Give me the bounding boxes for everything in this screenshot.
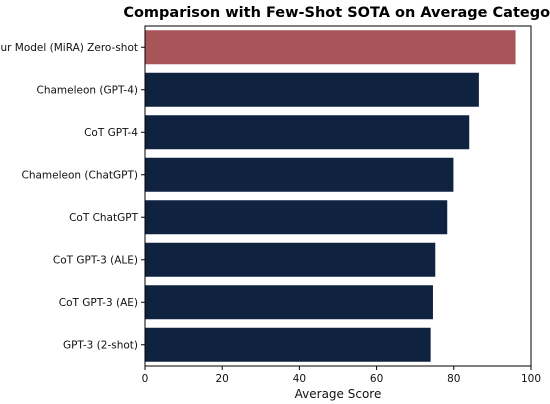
- x-ticks: 0 20 40 60 80 100: [142, 366, 541, 385]
- bar-5: [145, 242, 436, 277]
- x-tick-label: 100: [521, 373, 541, 385]
- y-tick-label: CoT ChatGPT: [69, 212, 139, 224]
- bar-2: [145, 115, 470, 150]
- y-tick-label: GPT-3 (2-shot): [63, 339, 138, 351]
- y-tick-label: Our Model (MiRA) Zero-shot: [0, 42, 138, 54]
- y-tick-label: Chameleon (ChatGPT): [21, 169, 138, 181]
- y-tick-labels: Our Model (MiRA) Zero-shot Chameleon (GPT…: [0, 42, 145, 351]
- y-tick-label: CoT GPT-3 (AE): [59, 297, 138, 309]
- chart-title: Comparison with Few-Shot SOTA on Average…: [123, 5, 550, 21]
- bar-1: [145, 72, 479, 107]
- plot-frame: [144, 25, 532, 367]
- x-tick-label: 0: [142, 373, 149, 385]
- bar-6: [145, 285, 433, 320]
- x-tick-label: 60: [370, 373, 383, 385]
- bar-3: [145, 157, 454, 192]
- bar-0: [145, 30, 516, 65]
- y-tick-label: Chameleon (GPT-4): [37, 84, 138, 96]
- y-tick-label: CoT GPT-4: [84, 127, 138, 139]
- x-tick-label: 20: [216, 373, 229, 385]
- x-tick-label: 40: [293, 373, 306, 385]
- y-tick-label: CoT GPT-3 (ALE): [53, 254, 138, 266]
- bar-4: [145, 200, 448, 235]
- x-axis-label: Average Score: [295, 387, 382, 401]
- bar-7: [145, 327, 431, 362]
- bars-group: [145, 30, 516, 362]
- x-tick-label: 80: [447, 373, 460, 385]
